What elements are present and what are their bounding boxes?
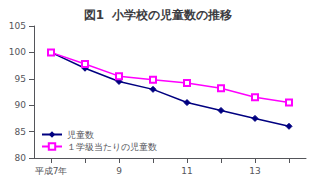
svg-text:90: 90 xyxy=(15,100,27,110)
svg-text:児童数: 児童数 xyxy=(67,130,94,140)
svg-text:105: 105 xyxy=(9,21,26,31)
svg-text:80: 80 xyxy=(15,153,27,163)
svg-text:9: 9 xyxy=(116,166,122,176)
svg-text:平成7年: 平成7年 xyxy=(35,166,68,176)
svg-text:11: 11 xyxy=(181,166,192,176)
svg-text:85: 85 xyxy=(15,127,26,137)
svg-text:図1 小学校の児童数の推移: 図1 小学校の児童数の推移 xyxy=(84,8,233,22)
svg-text:100: 100 xyxy=(9,47,26,57)
svg-text:13: 13 xyxy=(249,166,260,176)
svg-text:95: 95 xyxy=(15,74,26,84)
svg-text:１学級当たりの児童数: １学級当たりの児童数 xyxy=(67,142,157,152)
